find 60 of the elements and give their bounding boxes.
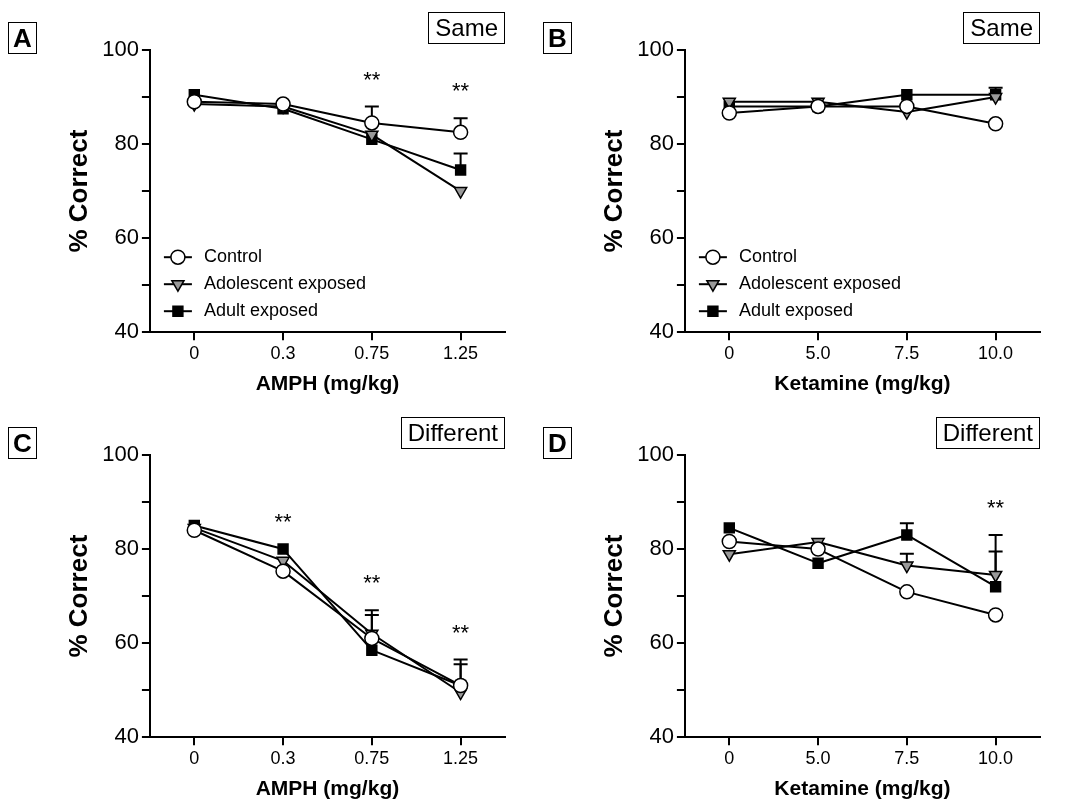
legend-label: Control — [738, 246, 797, 267]
y-tick-label: 40 — [114, 723, 139, 749]
x-tick-label: 1.25 — [443, 342, 479, 363]
x-tick-label: 5.0 — [805, 747, 831, 768]
x-tick-label: 7.5 — [894, 747, 920, 768]
x-tick-label: 0.3 — [270, 747, 296, 768]
x-tick-label: 0 — [189, 747, 200, 768]
y-tick-label: 80 — [649, 130, 674, 156]
x-axis-title: AMPH (mg/kg) — [255, 371, 400, 395]
annotation: ** — [363, 570, 381, 596]
y-tick-label: 100 — [102, 36, 139, 62]
y-tick-label: 80 — [114, 535, 139, 561]
y-axis-title: % Correct — [62, 129, 93, 253]
legend-label: Adolescent exposed — [203, 273, 367, 294]
annotation: ** — [274, 509, 293, 535]
chart-subtitle: Different — [400, 417, 505, 449]
chart-subtitle: Same — [963, 12, 1040, 44]
legend-label: Control — [203, 246, 262, 267]
chart-subtitle: Same — [428, 12, 505, 44]
legend-label: Adult exposed — [738, 300, 853, 321]
x-tick-label: 0.3 — [270, 342, 296, 363]
x-tick-label: 0 — [724, 747, 735, 768]
y-tick-label: 60 — [114, 629, 139, 655]
y-tick-label: 40 — [649, 318, 674, 344]
chart-title: D — [543, 427, 572, 459]
y-axis-title: % Correct — [62, 534, 93, 658]
legend-label: Adolescent exposed — [738, 273, 902, 294]
x-tick-label: 5.0 — [805, 342, 831, 363]
y-tick-label: 60 — [649, 629, 674, 655]
x-tick-label: 1.25 — [443, 747, 479, 768]
x-axis-title: Ketamine (mg/kg) — [774, 371, 951, 395]
x-tick-label: 0 — [724, 342, 735, 363]
y-tick-label: 100 — [637, 441, 674, 467]
x-tick-label: 0 — [189, 342, 200, 363]
annotation: ** — [363, 66, 381, 92]
annotation: ** — [452, 619, 470, 645]
x-tick-label: 0.75 — [354, 747, 390, 768]
y-tick-label: 60 — [649, 224, 674, 250]
x-axis-title: Ketamine (mg/kg) — [774, 776, 951, 800]
chart-title: C — [8, 427, 37, 459]
y-tick-label: 40 — [649, 723, 674, 749]
chart-subtitle: Different — [935, 417, 1040, 449]
y-axis-title: % Correct — [597, 129, 628, 253]
annotation: ** — [452, 78, 470, 104]
chart-title: B — [543, 22, 572, 54]
y-tick-label: 80 — [114, 130, 139, 156]
y-tick-label: 100 — [102, 441, 139, 467]
x-tick-label: 10.0 — [978, 342, 1014, 363]
x-tick-label: 10.0 — [978, 747, 1014, 768]
y-axis-title: % Correct — [597, 534, 628, 658]
y-tick-label: 40 — [114, 318, 139, 344]
annotation: ** — [987, 495, 1005, 521]
y-tick-label: 60 — [114, 224, 139, 250]
y-tick-label: 100 — [637, 36, 674, 62]
y-tick-label: 80 — [649, 535, 674, 561]
chart-title: A — [8, 22, 37, 54]
x-tick-label: 0.75 — [354, 342, 390, 363]
x-axis-title: AMPH (mg/kg) — [255, 776, 400, 800]
x-tick-label: 7.5 — [894, 342, 920, 363]
legend-label: Adult exposed — [203, 300, 318, 321]
